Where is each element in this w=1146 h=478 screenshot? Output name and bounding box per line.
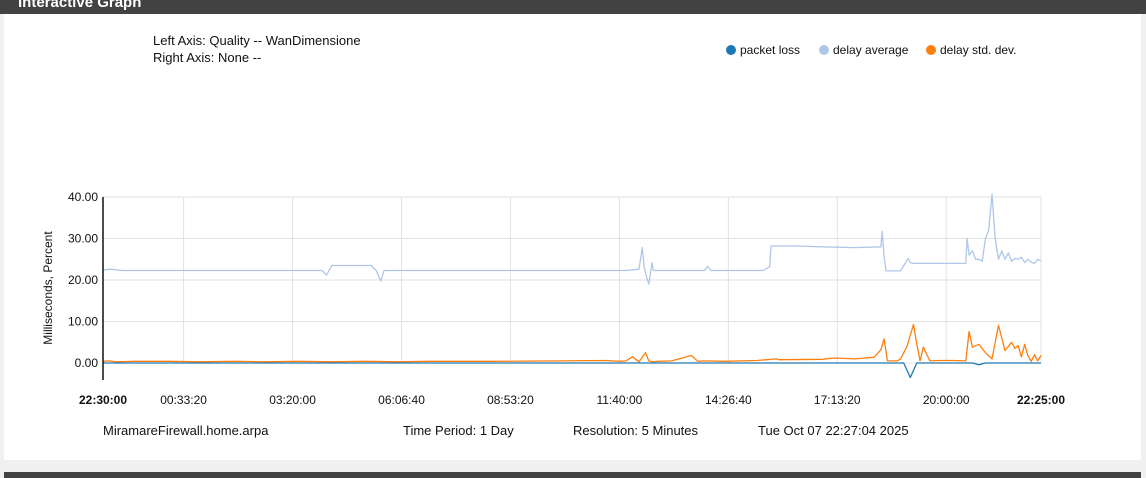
hostname-label: MiramareFirewall.home.arpa — [103, 423, 269, 438]
legend-dot-icon — [819, 45, 829, 55]
graph-panel — [4, 14, 1141, 460]
timestamp-label: Tue Oct 07 22:27:04 2025 — [758, 423, 909, 438]
legend-item-packet-loss[interactable]: packet loss — [726, 43, 800, 57]
resolution-label: Resolution: 5 Minutes — [573, 423, 699, 438]
legend-dot-icon — [926, 45, 936, 55]
legend-label: delay std. dev. — [940, 43, 1017, 57]
right-axis-description: Right Axis: None -- — [153, 50, 262, 65]
legend-label: delay average — [833, 43, 909, 57]
panel-header: Interactive Graph — [0, 0, 1146, 14]
time-period-label: Time Period: 1 Day — [403, 423, 514, 438]
legend-label: packet loss — [740, 43, 801, 57]
next-panel-header — [4, 472, 1141, 478]
legend-item-delay-average[interactable]: delay average — [819, 43, 908, 57]
legend-dot-icon — [726, 45, 736, 55]
legend-item-delay-std-dev[interactable]: delay std. dev. — [926, 43, 1017, 57]
panel-title: Interactive Graph — [18, 0, 142, 11]
left-axis-description: Left Axis: Quality -- WanDimensione — [153, 33, 361, 48]
